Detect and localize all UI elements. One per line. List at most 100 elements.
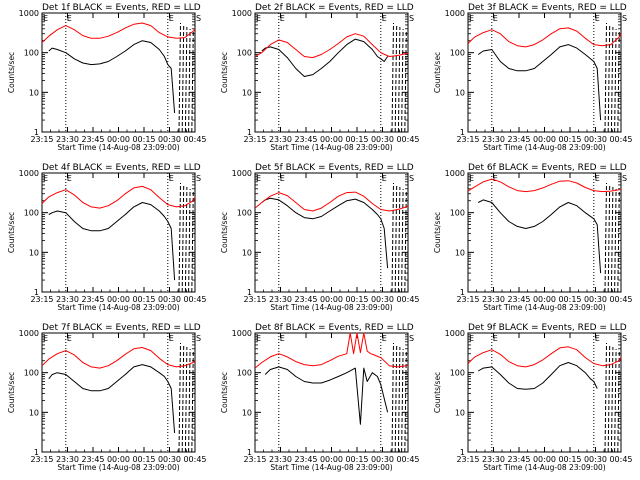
state-line — [191, 190, 194, 293]
y-tick-label: 100 — [450, 369, 465, 378]
y-tick-label: 10 — [242, 88, 252, 97]
state-line — [188, 188, 191, 293]
x-tick-label: 00:00 — [533, 455, 556, 464]
x-axis-label: Start Time (14-Aug-08 23:09:00) — [57, 143, 179, 152]
state-line — [614, 28, 617, 133]
x-tick-label: 23:45 — [81, 455, 104, 464]
y-tick-label: 1000 — [19, 9, 39, 18]
x-tick-label: 00:30 — [158, 295, 181, 304]
y-tick-label: 100 — [24, 49, 39, 58]
state-line — [391, 22, 394, 133]
x-tick-label: 23:45 — [294, 455, 317, 464]
y-tick-label: 1000 — [232, 169, 252, 178]
panel-title: Det 5f BLACK = Events, RED = LLD — [255, 163, 414, 173]
y-tick-label: 1 — [34, 448, 39, 457]
marker-label: E — [469, 14, 474, 23]
x-tick-label: 00:45 — [609, 455, 632, 464]
panel-title: Det 6f BLACK = Events, RED = LLD — [468, 163, 627, 173]
x-tick-label: 23:45 — [294, 135, 317, 144]
plot-frame — [254, 12, 409, 133]
y-tick-label: 1 — [460, 288, 465, 297]
x-tick-label: 00:15 — [132, 135, 155, 144]
x-tick-label: 23:30 — [269, 135, 292, 144]
marker-label: E — [595, 174, 600, 183]
y-tick-label: 1 — [34, 288, 39, 297]
state-line — [604, 22, 607, 133]
x-tick-label: 00:30 — [371, 135, 394, 144]
y-axis-label: Counts/sec — [433, 212, 442, 253]
marker-label: E — [43, 14, 48, 23]
state-line — [617, 350, 620, 453]
x-tick-label: 23:30 — [269, 455, 292, 464]
state-line — [181, 184, 185, 293]
x-tick-label: 00:15 — [558, 455, 581, 464]
y-tick-label: 10 — [455, 88, 465, 97]
lld-line — [254, 191, 409, 212]
x-tick-label: 00:15 — [345, 295, 368, 304]
marker-label: E — [256, 334, 261, 343]
state-line — [191, 30, 194, 133]
marker-label: E — [169, 174, 174, 183]
state-line — [178, 182, 181, 293]
panel-title: Det 9f BLACK = Events, RED = LLD — [468, 323, 627, 333]
plot-frame — [467, 332, 622, 453]
x-axis-label: Start Time (14-Aug-08 23:09:00) — [483, 303, 605, 312]
events-line — [264, 366, 389, 425]
lld-line — [254, 33, 409, 59]
state-line — [178, 22, 181, 133]
state-line — [604, 182, 607, 293]
lld-line — [467, 27, 622, 48]
state-line — [397, 346, 401, 453]
x-tick-label: 00:00 — [533, 135, 556, 144]
state-line — [614, 188, 617, 293]
state-line — [394, 24, 398, 133]
x-tick-label: 23:15 — [30, 135, 53, 144]
panel-title: Det 1f BLACK = Events, RED = LLD — [42, 3, 201, 13]
marker-label: E — [67, 174, 72, 183]
state-line — [617, 30, 620, 133]
x-tick-label: 23:45 — [507, 135, 530, 144]
state-line — [604, 342, 607, 453]
state-line — [191, 350, 194, 453]
y-axis-label: Counts/sec — [433, 52, 442, 93]
y-tick-label: 1 — [247, 288, 252, 297]
state-line — [397, 186, 401, 293]
x-tick-label: 00:15 — [345, 135, 368, 144]
y-tick-label: 10 — [29, 248, 39, 257]
state-line — [394, 344, 398, 453]
y-tick-label: 1000 — [445, 9, 465, 18]
state-line — [404, 190, 407, 293]
x-tick-label: 23:45 — [81, 295, 104, 304]
state-line — [184, 346, 188, 453]
panel-4: Det 4f BLACK = Events, RED = LLD 1 10 100 10… — [7, 163, 207, 312]
y-tick-label: 10 — [242, 408, 252, 417]
events-line — [261, 197, 389, 269]
y-tick-label: 1000 — [232, 9, 252, 18]
y-axis-label: Counts/sec — [220, 372, 229, 413]
y-tick-label: 100 — [237, 49, 252, 58]
state-line — [401, 28, 404, 133]
x-tick-label: 00:45 — [609, 135, 632, 144]
x-tick-label: 23:30 — [482, 455, 505, 464]
x-tick-label: 23:15 — [243, 295, 266, 304]
marker-label: E — [256, 174, 261, 183]
state-line — [401, 348, 404, 453]
marker-label: S — [409, 334, 414, 343]
x-axis-label: Start Time (14-Aug-08 23:09:00) — [483, 143, 605, 152]
marker-label: E — [169, 334, 174, 343]
plot-frame — [41, 172, 196, 293]
marker-label: S — [196, 14, 201, 23]
y-tick-label: 1000 — [445, 169, 465, 178]
state-line — [181, 24, 185, 133]
plot-frame — [254, 172, 409, 293]
state-line — [614, 348, 617, 453]
x-tick-label: 23:15 — [456, 135, 479, 144]
y-tick-label: 1 — [34, 128, 39, 137]
marker-label: E — [43, 334, 48, 343]
marker-label: E — [280, 334, 285, 343]
y-tick-label: 100 — [237, 209, 252, 218]
marker-label: E — [493, 334, 498, 343]
marker-label: E — [493, 174, 498, 183]
x-tick-label: 00:45 — [396, 135, 419, 144]
x-tick-label: 00:15 — [558, 295, 581, 304]
